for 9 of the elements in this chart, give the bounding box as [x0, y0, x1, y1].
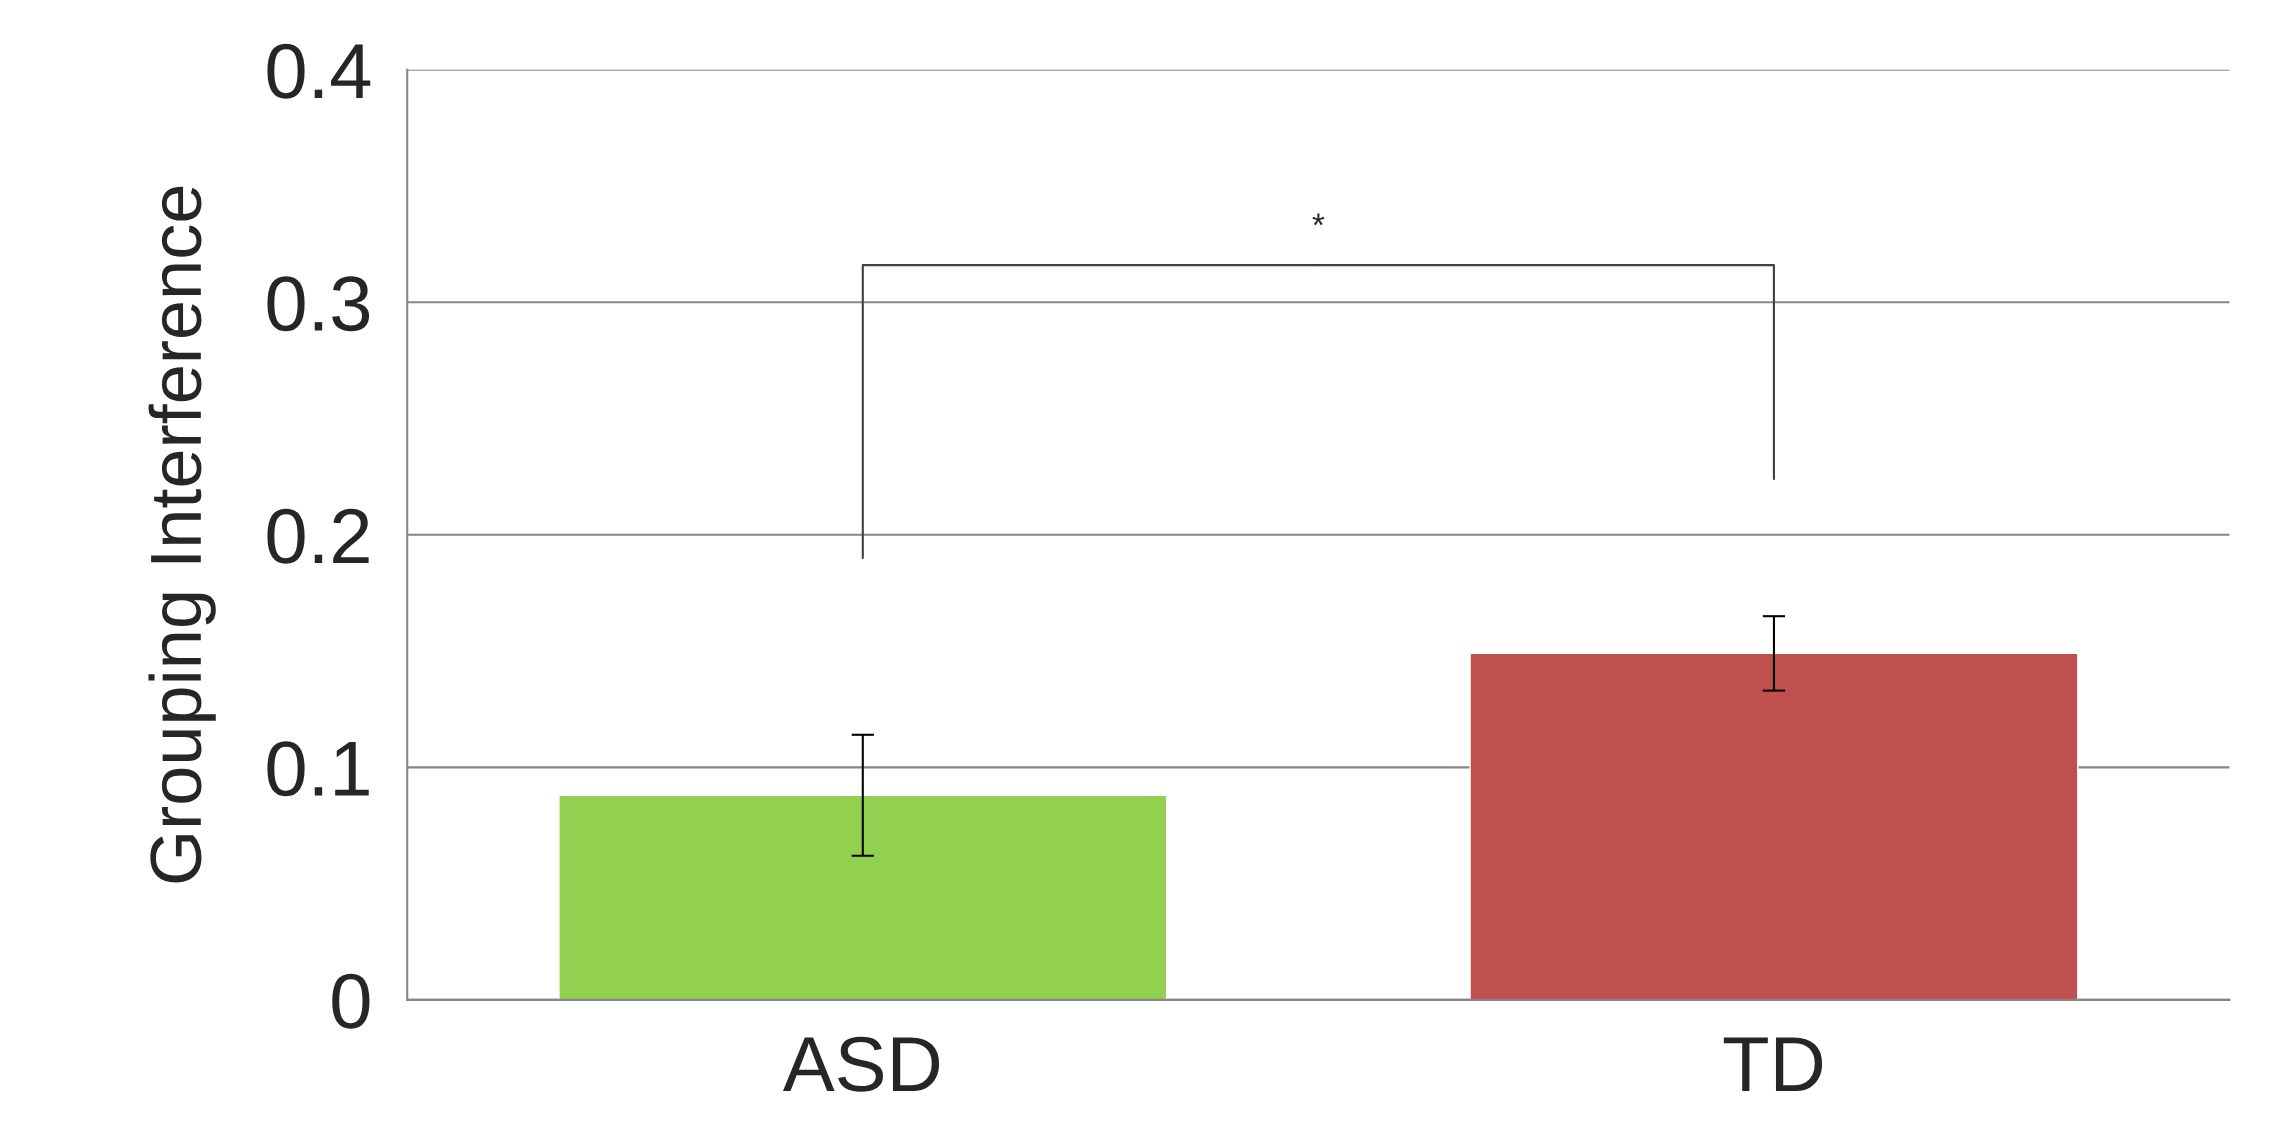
y-tick-label: 0.2 [267, 508, 369, 564]
x-tick-label: TD [1723, 1037, 1823, 1091]
annotation: * [1312, 213, 1325, 226]
y-tick-label: 0 [332, 973, 370, 1029]
y-axis-title: Grouping Interference [148, 186, 216, 883]
y-tick-label: 0.1 [267, 741, 369, 797]
x-tick-label: ASD [782, 1036, 940, 1092]
y-tick-label: 0.3 [267, 276, 370, 332]
y-tick-label: 0.4 [267, 43, 371, 99]
